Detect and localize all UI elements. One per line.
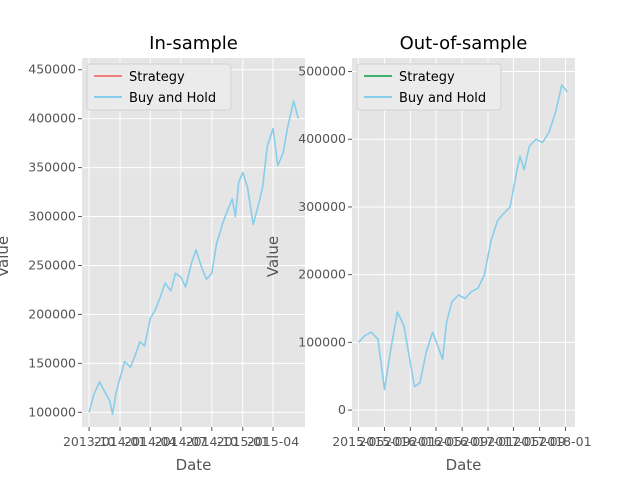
y-tick-label: 400000 <box>298 131 346 146</box>
x-tick-label: 2018-01 <box>539 434 591 449</box>
x-tick-label: 2015-09 <box>358 434 410 449</box>
y-tick-label: 300000 <box>28 209 76 224</box>
in-sample-y-axis-label: Value <box>0 236 12 277</box>
legend-box <box>356 63 502 111</box>
out-of-sample-panel: 01000002000003000004000005000002015-0520… <box>264 33 592 474</box>
out-of-sample-x-axis-label: Date <box>446 456 482 474</box>
legend-label: Buy and Hold <box>129 91 216 106</box>
x-tick-label: 2017-05 <box>487 434 539 449</box>
in-sample-series-buy-and-hold-line <box>88 100 300 416</box>
legend-box <box>86 63 232 111</box>
y-tick-label: 100000 <box>28 404 76 419</box>
y-tick-label: 200000 <box>28 306 76 321</box>
x-tick-label: 2015-01 <box>217 434 269 449</box>
y-tick-label: 250000 <box>28 258 76 273</box>
x-tick-label: 2017-09 <box>513 434 565 449</box>
x-tick-label: 2016-09 <box>436 434 488 449</box>
y-tick-label: 450000 <box>28 62 76 77</box>
in-sample-plot-area <box>82 58 305 427</box>
in-sample-panel: 100000 150000 200000 250000 300000 350000 4000… <box>0 33 305 474</box>
x-tick-label: 2016-05 <box>410 434 462 449</box>
x-tick-label: 2015-04 <box>247 434 299 449</box>
y-tick-label: 300000 <box>298 199 346 214</box>
x-tick-label: 2014-10 <box>186 434 238 449</box>
y-tick-label: 500000 <box>298 64 346 79</box>
out-of-sample-legend: Strategy Buy and Hold <box>356 63 502 111</box>
x-tick-label: 2016-01 <box>384 434 436 449</box>
x-tick-label: 2015-05 <box>332 434 384 449</box>
y-tick-label: 100000 <box>298 334 346 349</box>
x-tick-label: 2017-01 <box>462 434 514 449</box>
x-tick-label: 2014-04 <box>124 434 176 449</box>
legend-label: Strategy <box>399 70 455 85</box>
y-tick-label: 200000 <box>298 267 346 282</box>
out-of-sample-series-buy-and-hold-line <box>357 84 569 391</box>
in-sample-x-axis-label: Date <box>176 456 212 474</box>
out-of-sample-y-axis-label: Value <box>264 236 282 277</box>
y-tick-label: 400000 <box>28 111 76 126</box>
y-tick-label: 0 <box>338 402 346 417</box>
y-tick-label: 350000 <box>28 160 76 175</box>
x-tick-label: 2014-01 <box>94 434 146 449</box>
x-tick-label: 2014-07 <box>155 434 207 449</box>
in-sample-legend: Strategy Buy and Hold <box>86 63 232 111</box>
legend-label: Buy and Hold <box>399 91 486 106</box>
out-of-sample-title: Out-of-sample <box>400 33 528 54</box>
out-of-sample-plot-area <box>352 58 575 427</box>
legend-label: Strategy <box>129 70 185 85</box>
x-tick-label: 2013-10 <box>63 434 115 449</box>
y-tick-label: 150000 <box>28 355 76 370</box>
in-sample-title: In-sample <box>149 33 238 54</box>
